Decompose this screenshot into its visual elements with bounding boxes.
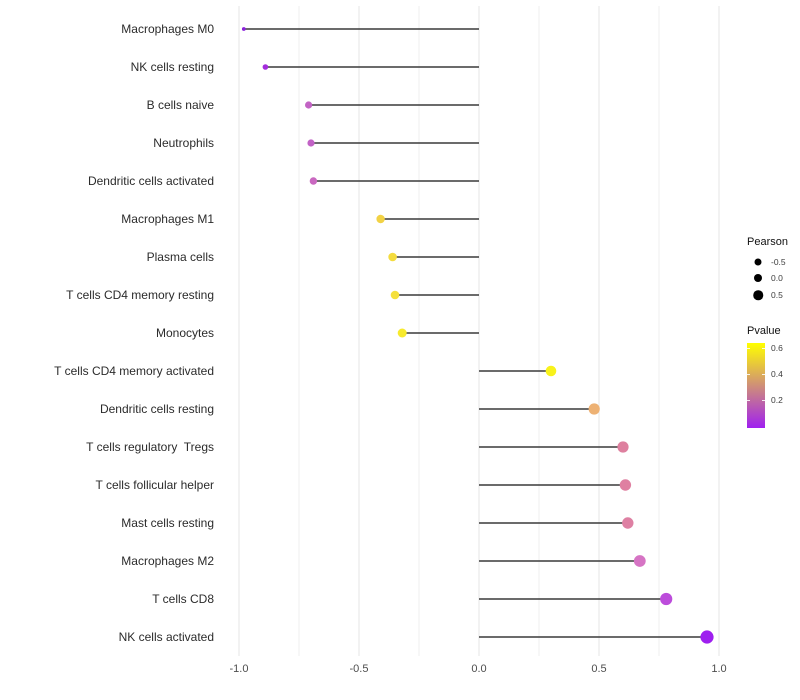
lollipop-point [262,64,269,70]
lollipop-point [588,403,600,415]
size-legend-key-large [753,290,763,300]
lollipop-point [700,630,714,644]
lollipop-point [241,27,246,31]
category-label: Plasma cells [147,250,214,264]
size-legend-label: 0.0 [771,273,783,283]
colorbar-tick-label: 0.6 [771,343,783,353]
colorbar-tick-label: 0.2 [771,395,783,405]
colorbar-tick-label: 0.4 [771,369,783,379]
category-label: Macrophages M0 [121,22,214,36]
category-label: NK cells resting [131,60,214,74]
category-label: T cells CD4 memory activated [54,364,214,378]
category-label: Macrophages M2 [121,554,214,568]
pvalue-colorbar [747,343,765,428]
lollipop-point [633,555,646,567]
category-label: B cells naive [147,98,215,112]
lollipop-point [390,290,400,300]
x-tick-label: 0.5 [591,663,606,675]
lollipop-point [309,177,318,185]
size-legend-key-medium [754,274,762,282]
category-label: Monocytes [156,326,214,340]
category-label: T cells follicular helper [96,478,215,492]
category-label: T cells regulatory Tregs [86,440,214,454]
category-label: Mast cells resting [121,516,214,530]
lollipop-point [622,517,634,529]
size-legend-title: Pearson [747,236,788,248]
lollipop-point [545,365,557,377]
lollipop-point [619,479,632,491]
colorbar-tick-mark [762,348,765,349]
colorbar-tick-mark [762,400,765,401]
lollipop-point [376,214,385,224]
color-legend-title: Pvalue [747,325,781,337]
x-tick-label: 1.0 [711,663,726,675]
category-label: NK cells activated [119,630,214,644]
colorbar-tick-mark [762,374,765,375]
colorbar-tick-mark [747,400,750,401]
lollipop-point [617,441,629,453]
lollipop-point [388,252,397,262]
colorbar-tick-mark [747,374,750,375]
size-legend-label: -0.5 [771,257,786,267]
size-legend-label: 0.5 [771,290,783,300]
x-tick-label: 0.0 [471,663,486,675]
category-label: Dendritic cells resting [100,402,214,416]
lollipop-point [660,592,673,606]
colorbar-tick-mark [747,348,750,349]
lollipop-point [305,101,313,109]
category-label: Macrophages M1 [121,212,214,226]
lollipop-point [307,139,315,147]
category-label: T cells CD4 memory resting [66,288,214,302]
category-label: Dendritic cells activated [88,174,214,188]
x-tick-label: -1.0 [230,663,249,675]
x-tick-label: -0.5 [350,663,369,675]
category-label: T cells CD8 [152,592,214,606]
lollipop-point [397,328,407,338]
size-legend-key-small [754,258,762,266]
category-label: Neutrophils [153,136,214,150]
